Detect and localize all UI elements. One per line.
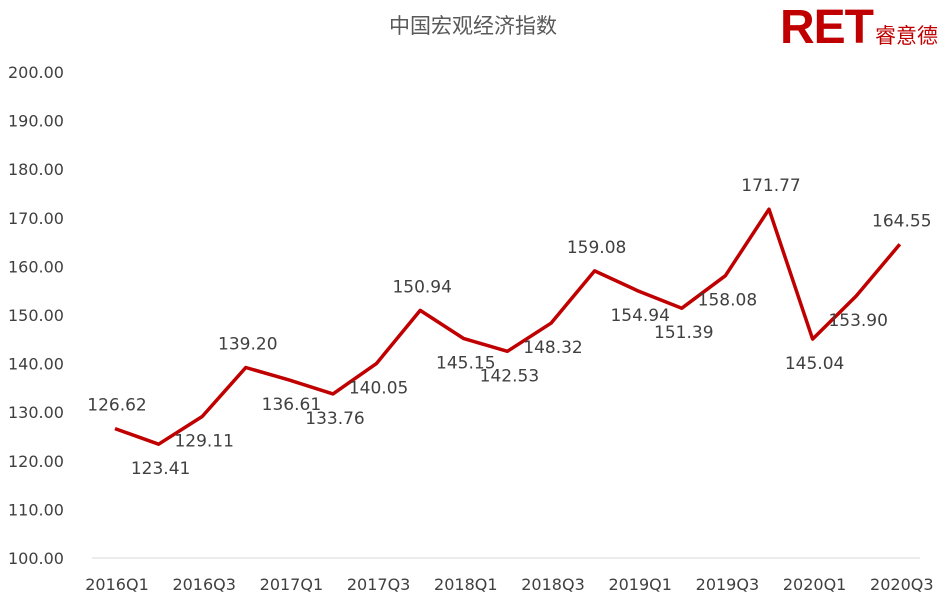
y-tick-label: 180.00: [8, 160, 64, 179]
y-tick-label: 140.00: [8, 355, 64, 374]
y-tick-label: 100.00: [8, 549, 64, 568]
y-tick-label: 170.00: [8, 209, 64, 228]
data-label: 145.04: [785, 354, 844, 374]
y-tick-label: 120.00: [8, 452, 64, 471]
data-label: 129.11: [174, 432, 233, 452]
data-label: 139.20: [218, 334, 277, 354]
x-tick-label: 2016Q3: [172, 575, 236, 594]
y-tick-label: 190.00: [8, 112, 64, 131]
data-label: 150.94: [392, 277, 451, 297]
x-tick-label: 2019Q3: [696, 575, 760, 594]
data-label: 133.76: [305, 409, 364, 429]
data-label: 142.53: [480, 366, 539, 386]
y-tick-label: 150.00: [8, 306, 64, 325]
ret-logo: RET 睿意德: [780, 4, 938, 52]
data-label: 171.77: [741, 176, 800, 196]
chart-title: 中国宏观经济指数: [389, 14, 557, 38]
x-tick-label: 2017Q1: [260, 575, 324, 594]
data-label: 126.62: [87, 396, 146, 416]
y-axis: 100.00 110.00 120.00 130.00 140.00 150.00 160.…: [8, 63, 64, 568]
x-tick-label: 2018Q1: [434, 575, 498, 594]
data-label: 154.94: [610, 306, 669, 326]
x-tick-label: 2020Q1: [783, 575, 847, 594]
y-tick-label: 160.00: [8, 257, 64, 276]
x-tick-label: 2017Q3: [347, 575, 411, 594]
data-label: 123.41: [131, 459, 190, 479]
data-label: 159.08: [567, 238, 626, 258]
series-line: [114, 207, 902, 446]
data-label: 148.32: [523, 338, 582, 358]
x-tick-label: 2019Q1: [608, 575, 672, 594]
x-axis: 2016Q1 2016Q3 2017Q1 2017Q3 2018Q1 2018Q3 2019…: [85, 575, 933, 594]
data-label: 151.39: [654, 323, 713, 343]
data-label: 145.15: [436, 354, 495, 374]
data-label: 153.90: [828, 311, 887, 331]
data-label: 164.55: [872, 211, 931, 231]
logo-text: 睿意德: [875, 24, 938, 48]
data-label: 158.08: [698, 291, 757, 311]
y-tick-label: 110.00: [8, 500, 64, 519]
y-tick-label: 130.00: [8, 403, 64, 422]
x-tick-label: 2018Q3: [521, 575, 585, 594]
x-tick-label: 2020Q3: [870, 575, 934, 594]
data-label: 136.61: [262, 395, 321, 415]
logo-mark: RET: [780, 1, 874, 54]
data-label: 140.05: [349, 378, 408, 398]
x-tick-label: 2016Q1: [85, 575, 149, 594]
y-tick-label: 200.00: [8, 63, 64, 82]
